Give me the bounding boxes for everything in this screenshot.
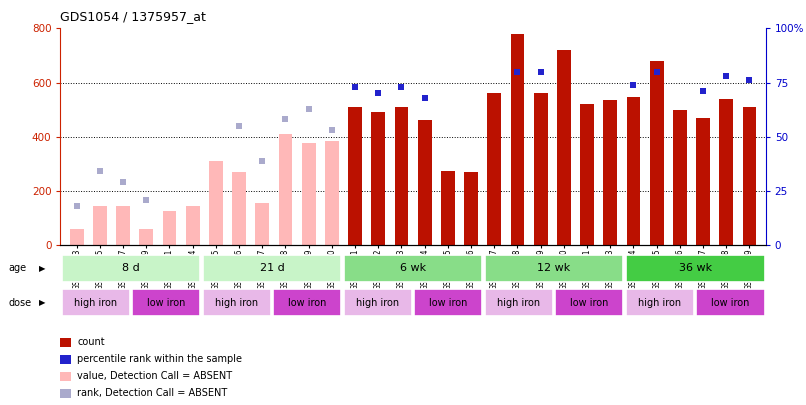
- Text: 6 wk: 6 wk: [400, 263, 426, 273]
- Bar: [325, 141, 339, 245]
- Bar: [510, 34, 525, 245]
- Text: low iron: low iron: [570, 298, 609, 308]
- Bar: [418, 120, 432, 245]
- Text: percentile rank within the sample: percentile rank within the sample: [77, 354, 243, 364]
- Text: 8 d: 8 d: [122, 263, 140, 273]
- Bar: [441, 171, 455, 245]
- Bar: [343, 255, 483, 282]
- Text: GDS1054 / 1375957_at: GDS1054 / 1375957_at: [60, 10, 206, 23]
- Text: 21 d: 21 d: [260, 263, 285, 273]
- Text: low iron: low iron: [288, 298, 326, 308]
- Bar: [488, 93, 501, 245]
- Bar: [557, 50, 571, 245]
- Bar: [61, 255, 201, 282]
- Text: rank, Detection Call = ABSENT: rank, Detection Call = ABSENT: [77, 388, 227, 398]
- Text: age: age: [8, 263, 26, 273]
- Bar: [534, 93, 547, 245]
- Bar: [343, 289, 412, 316]
- Bar: [742, 107, 756, 245]
- Bar: [301, 143, 316, 245]
- Bar: [232, 172, 246, 245]
- Bar: [116, 206, 130, 245]
- Bar: [279, 134, 293, 245]
- Bar: [394, 107, 409, 245]
- Bar: [604, 100, 617, 245]
- Bar: [555, 289, 624, 316]
- Bar: [696, 289, 765, 316]
- Bar: [61, 289, 130, 316]
- Bar: [163, 211, 177, 245]
- Text: high iron: high iron: [497, 298, 541, 308]
- Text: high iron: high iron: [74, 298, 118, 308]
- Text: low iron: low iron: [147, 298, 185, 308]
- Bar: [650, 61, 663, 245]
- Bar: [414, 289, 483, 316]
- Bar: [626, 98, 641, 245]
- Text: high iron: high iron: [638, 298, 682, 308]
- Bar: [202, 255, 342, 282]
- Bar: [696, 118, 710, 245]
- Bar: [484, 289, 553, 316]
- Text: high iron: high iron: [215, 298, 259, 308]
- Text: 12 wk: 12 wk: [538, 263, 571, 273]
- Bar: [464, 172, 478, 245]
- Bar: [202, 289, 271, 316]
- Bar: [70, 229, 84, 245]
- Bar: [580, 104, 594, 245]
- Bar: [256, 203, 269, 245]
- Text: low iron: low iron: [711, 298, 750, 308]
- Bar: [372, 112, 385, 245]
- Bar: [673, 110, 687, 245]
- Bar: [719, 99, 733, 245]
- Bar: [484, 255, 624, 282]
- Bar: [132, 289, 201, 316]
- Text: low iron: low iron: [429, 298, 467, 308]
- Bar: [185, 206, 200, 245]
- Bar: [625, 255, 765, 282]
- Text: high iron: high iron: [356, 298, 400, 308]
- Text: value, Detection Call = ABSENT: value, Detection Call = ABSENT: [77, 371, 232, 381]
- Text: dose: dose: [8, 298, 31, 308]
- Text: 36 wk: 36 wk: [679, 263, 712, 273]
- Text: ▶: ▶: [39, 298, 45, 307]
- Bar: [625, 289, 694, 316]
- Bar: [93, 206, 107, 245]
- Bar: [139, 229, 153, 245]
- Text: ▶: ▶: [39, 264, 45, 273]
- Text: count: count: [77, 337, 105, 347]
- Bar: [348, 107, 362, 245]
- Bar: [273, 289, 342, 316]
- Bar: [209, 161, 222, 245]
